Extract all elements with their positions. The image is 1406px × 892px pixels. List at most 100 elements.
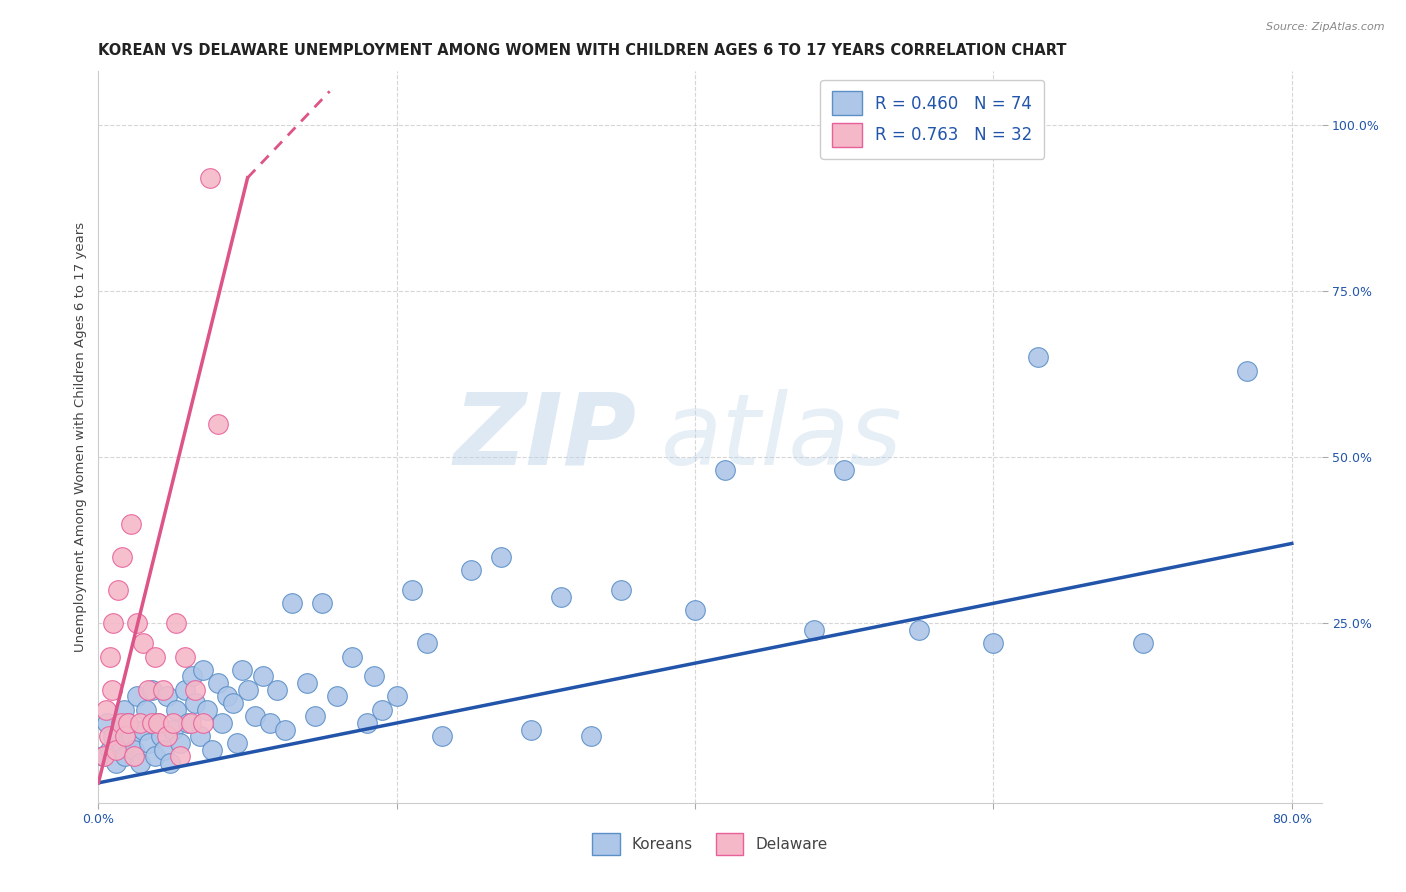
Point [110, 716, 132, 731]
Point [169, 749, 191, 764]
Point [114, 749, 136, 764]
Point [127, 690, 149, 704]
Point [117, 716, 139, 731]
Point [401, 582, 423, 597]
Point [281, 596, 304, 610]
Point [159, 756, 181, 770]
Point [207, 676, 229, 690]
Point [221, 696, 243, 710]
Point [150, 729, 173, 743]
Point [98, 742, 121, 756]
Point [111, 549, 134, 564]
Point [188, 729, 211, 743]
Point [326, 690, 349, 704]
Point [132, 723, 155, 737]
Point [430, 729, 453, 743]
Point [266, 682, 288, 697]
Point [259, 716, 281, 731]
Point [832, 463, 855, 477]
Point [120, 516, 142, 531]
Point [579, 729, 602, 743]
Point [180, 716, 202, 731]
Legend: Koreans, Delaware: Koreans, Delaware [586, 827, 834, 861]
Point [983, 636, 1005, 650]
Point [201, 742, 224, 756]
Point [243, 709, 266, 723]
Point [1236, 363, 1258, 377]
Point [311, 596, 333, 610]
Point [609, 582, 631, 597]
Point [97, 729, 120, 743]
Point [356, 716, 378, 731]
Point [122, 749, 145, 764]
Point [177, 716, 200, 731]
Point [136, 682, 159, 697]
Point [153, 742, 176, 756]
Point [460, 563, 482, 577]
Point [110, 736, 132, 750]
Point [120, 729, 142, 743]
Point [103, 729, 125, 743]
Point [181, 669, 204, 683]
Point [184, 696, 207, 710]
Point [135, 703, 157, 717]
Point [184, 682, 207, 697]
Point [152, 682, 174, 697]
Point [174, 649, 197, 664]
Point [114, 729, 136, 743]
Point [117, 716, 139, 731]
Point [98, 649, 121, 664]
Point [195, 703, 218, 717]
Point [363, 669, 385, 683]
Point [105, 756, 128, 770]
Point [156, 690, 179, 704]
Text: KOREAN VS DELAWARE UNEMPLOYMENT AMONG WOMEN WITH CHILDREN AGES 6 TO 17 YEARS COR: KOREAN VS DELAWARE UNEMPLOYMENT AMONG WO… [98, 43, 1067, 58]
Point [274, 723, 297, 737]
Text: Source: ZipAtlas.com: Source: ZipAtlas.com [1267, 22, 1385, 32]
Point [103, 616, 125, 631]
Text: atlas: atlas [661, 389, 903, 485]
Point [174, 682, 197, 697]
Point [141, 682, 163, 697]
Point [94, 703, 117, 717]
Point [143, 649, 166, 664]
Point [127, 616, 149, 631]
Point [143, 749, 166, 764]
Point [714, 463, 737, 477]
Point [371, 703, 394, 717]
Point [191, 663, 214, 677]
Point [1026, 351, 1049, 365]
Point [252, 669, 274, 683]
Point [112, 703, 135, 717]
Point [340, 649, 363, 664]
Point [162, 723, 184, 737]
Text: ZIP: ZIP [454, 389, 637, 485]
Point [236, 682, 259, 697]
Point [207, 417, 229, 431]
Point [141, 716, 163, 731]
Point [1132, 636, 1154, 650]
Point [107, 582, 129, 597]
Point [489, 549, 512, 564]
Point [415, 636, 437, 650]
Point [156, 729, 179, 743]
Point [138, 736, 160, 750]
Point [169, 736, 191, 750]
Point [146, 716, 169, 731]
Point [231, 663, 253, 677]
Point [191, 716, 214, 731]
Point [129, 716, 152, 731]
Point [105, 742, 128, 756]
Point [908, 623, 931, 637]
Point [132, 636, 155, 650]
Point [101, 682, 124, 697]
Point [803, 623, 825, 637]
Point [683, 603, 706, 617]
Point [122, 742, 145, 756]
Point [550, 590, 572, 604]
Point [385, 690, 408, 704]
Point [96, 716, 118, 731]
Y-axis label: Unemployment Among Women with Children Ages 6 to 17 years: Unemployment Among Women with Children A… [75, 222, 87, 652]
Point [129, 756, 152, 770]
Point [165, 703, 187, 717]
